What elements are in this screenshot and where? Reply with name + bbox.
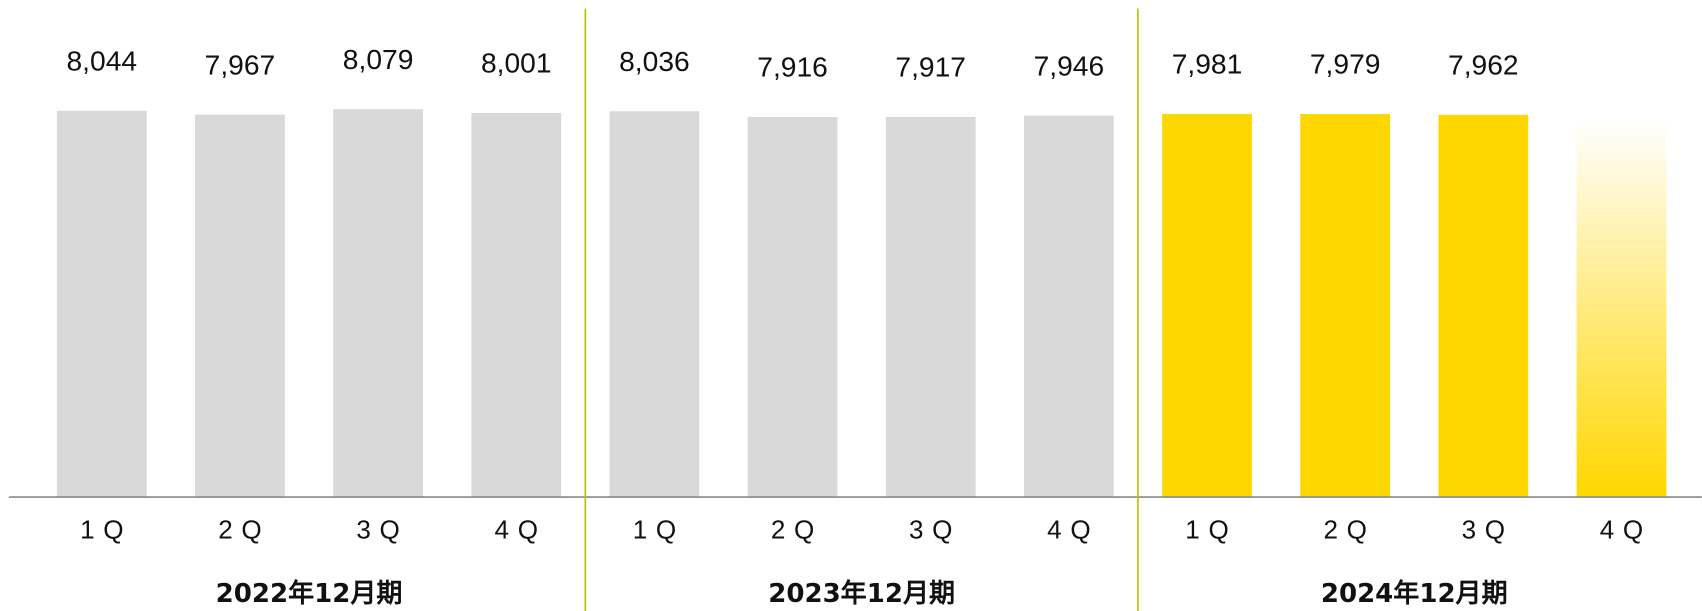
bar [609, 111, 700, 498]
value-label: 8,036 [619, 45, 690, 77]
bar [56, 110, 147, 498]
x-tick-label: 3Q [1462, 515, 1514, 545]
x-tick-label: 4Q [1600, 515, 1652, 545]
bar [195, 114, 285, 498]
x-tick-label: 2Q [1323, 515, 1375, 545]
x-tick-label: 2Q [218, 515, 270, 545]
group-label: 2023年12月期 [768, 578, 955, 609]
bar [1023, 115, 1114, 498]
group-label: 2024年12月期 [1321, 578, 1508, 609]
x-tick-label: 1Q [1185, 515, 1237, 545]
value-label: 7,967 [205, 48, 276, 80]
bar [333, 109, 423, 498]
x-tick-label: 2Q [771, 515, 823, 545]
x-tick-label: 3Q [909, 515, 961, 545]
value-label: 8,001 [481, 47, 552, 79]
bar [885, 116, 976, 498]
value-label: 7,979 [1310, 48, 1381, 80]
x-tick-label: 3Q [356, 515, 408, 545]
bar [1162, 113, 1252, 498]
x-tick-label: 4Q [495, 515, 547, 545]
group-label: 2022年12月期 [216, 578, 403, 609]
bar [1576, 117, 1667, 498]
value-label: 7,946 [1034, 49, 1105, 81]
value-label: 7,981 [1172, 48, 1243, 80]
value-label: 7,917 [895, 51, 966, 83]
bar [471, 112, 562, 498]
bar [1438, 114, 1529, 498]
value-label: 8,079 [343, 43, 414, 75]
x-tick-label: 1Q [80, 515, 132, 545]
value-label: 7,916 [757, 51, 828, 83]
value-label: 7,962 [1448, 49, 1519, 81]
bar [747, 117, 838, 498]
bar [1300, 114, 1391, 498]
x-tick-label: 1Q [633, 515, 685, 545]
x-tick-label: 4Q [1047, 515, 1099, 545]
value-label: 8,044 [67, 45, 138, 77]
